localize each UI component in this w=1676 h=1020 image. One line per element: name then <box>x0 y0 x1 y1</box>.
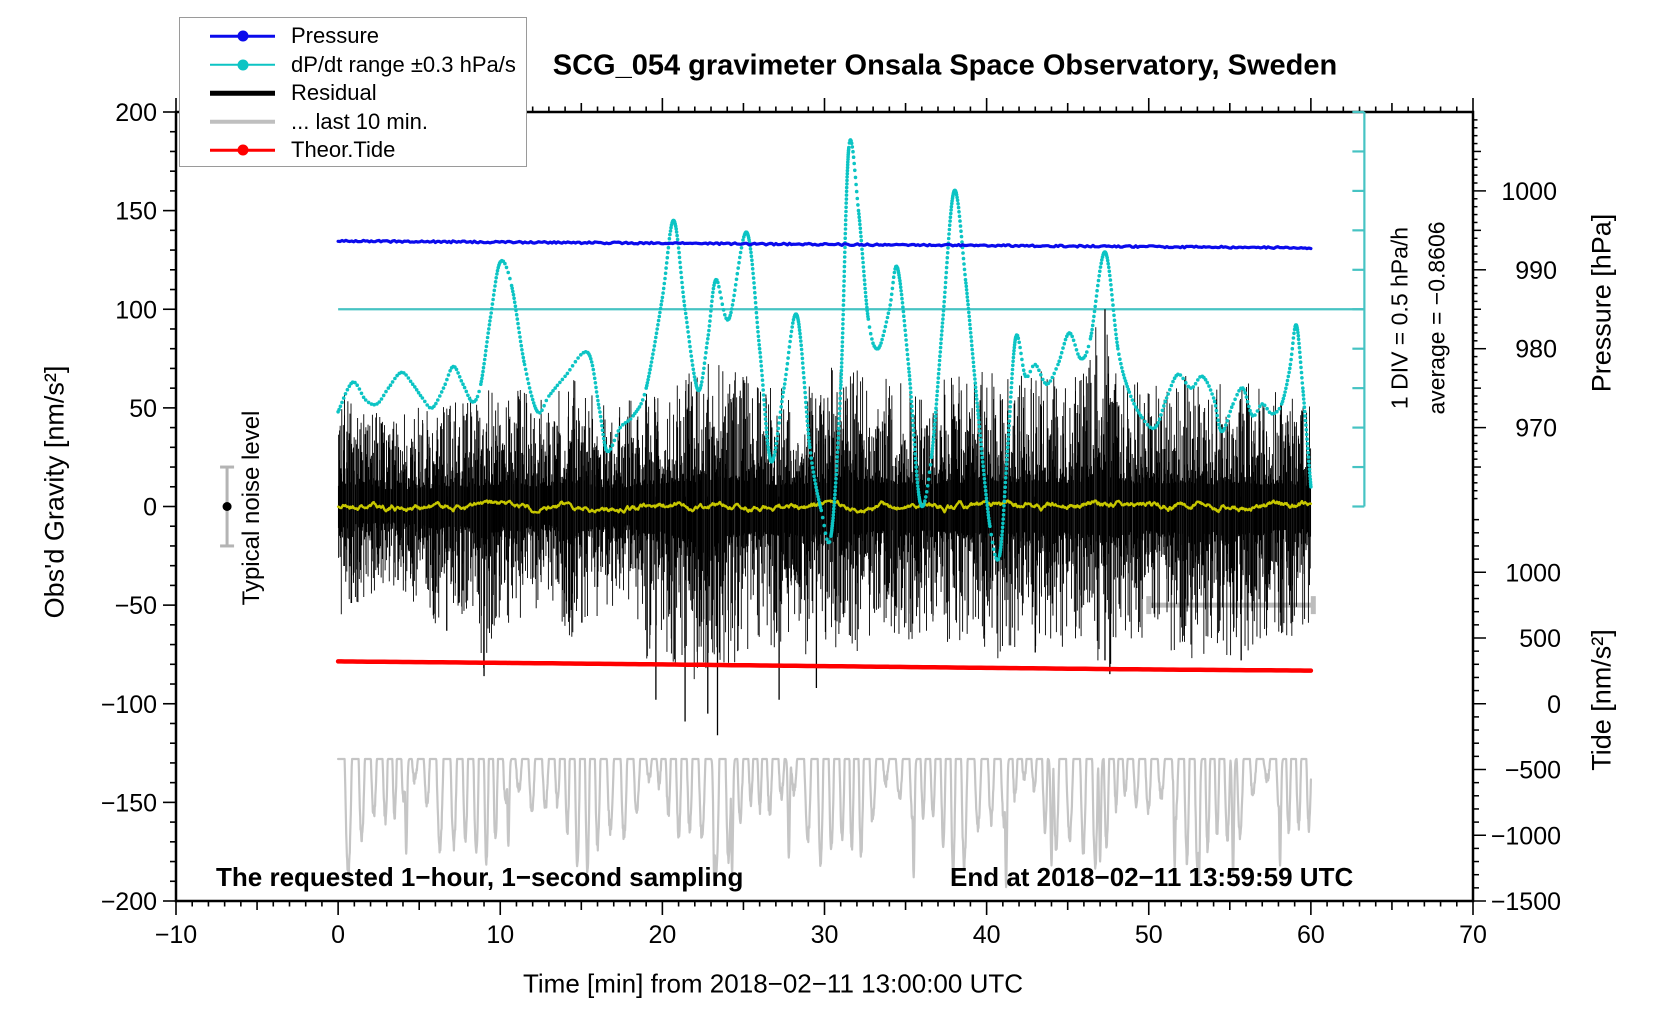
average-label: average = −0.8606 <box>1423 221 1450 415</box>
end-time-note: End at 2018−02−11 13:59:59 UTC <box>950 862 1354 892</box>
sampling-note: The requested 1−hour, 1−second sampling <box>216 862 744 892</box>
legend-item-residual: Residual <box>180 79 526 108</box>
noise-level-label: Typical noise level <box>238 410 265 606</box>
svg-text:−200: −200 <box>101 888 157 916</box>
page-title: SCG_054 gravimeter Onsala Space Observat… <box>552 49 1338 82</box>
svg-text:20: 20 <box>648 921 676 949</box>
y-axis-label-tide: Tide [nm/s²] <box>1586 629 1617 771</box>
svg-text:−50: −50 <box>115 592 157 620</box>
svg-text:−100: −100 <box>101 691 157 719</box>
last10-line-icon <box>210 115 275 129</box>
legend-box: Pressure dP/dt range ±0.3 hPa/s Residual… <box>179 17 527 167</box>
svg-text:40: 40 <box>973 921 1001 949</box>
series-theor-tide <box>335 659 1314 673</box>
svg-text:0: 0 <box>331 921 345 949</box>
reference-marks <box>338 110 1366 615</box>
svg-text:70: 70 <box>1459 921 1487 949</box>
tide-line-icon <box>210 143 275 157</box>
svg-text:−150: −150 <box>101 789 157 817</box>
svg-text:990: 990 <box>1515 257 1557 285</box>
noise-level-marker <box>220 465 235 548</box>
svg-text:60: 60 <box>1297 921 1325 949</box>
pressure-line-icon <box>210 29 275 43</box>
svg-text:−1500: −1500 <box>1491 888 1561 916</box>
svg-text:100: 100 <box>115 296 157 324</box>
svg-text:1000: 1000 <box>1501 178 1557 206</box>
legend-item-pressure: Pressure <box>180 22 526 51</box>
svg-text:970: 970 <box>1515 415 1557 443</box>
svg-text:−500: −500 <box>1505 757 1561 785</box>
y-axis-label-pressure: Pressure [hPa] <box>1586 213 1617 393</box>
svg-text:−10: −10 <box>155 921 197 949</box>
x-axis-label: Time [min] from 2018−02−11 13:00:00 UTC <box>522 968 1024 999</box>
y-axis-label-gravity: Obs'd Gravity [nm/s²] <box>39 365 70 619</box>
svg-text:980: 980 <box>1515 336 1557 364</box>
svg-text:500: 500 <box>1519 625 1561 653</box>
legend-item-dpdt: dP/dt range ±0.3 hPa/s <box>180 51 526 80</box>
legend-item-tide: Theor.Tide <box>180 136 526 165</box>
svg-text:0: 0 <box>143 494 157 522</box>
svg-text:50: 50 <box>1135 921 1163 949</box>
series-dpdt <box>336 138 1313 562</box>
residual-line-icon <box>210 86 275 100</box>
series-last10-expanded <box>337 757 1313 889</box>
svg-text:10: 10 <box>486 921 514 949</box>
svg-text:150: 150 <box>115 198 157 226</box>
dpdt-line-icon <box>210 58 275 72</box>
legend-item-last10: ... last 10 min. <box>180 108 526 137</box>
svg-text:30: 30 <box>811 921 839 949</box>
series-pressure <box>336 238 1313 251</box>
div-scale-label: 1 DIV = 0.5 hPa/h <box>1386 226 1413 410</box>
svg-text:0: 0 <box>1547 691 1561 719</box>
svg-text:1000: 1000 <box>1505 559 1561 587</box>
svg-text:200: 200 <box>115 99 157 127</box>
axes: −10 0 10 20 30 40 50 60 70−200−150−100−500501001… <box>101 98 1561 949</box>
svg-text:−1000: −1000 <box>1491 822 1561 850</box>
svg-text:50: 50 <box>129 395 157 423</box>
series-residual-smoothed <box>336 499 1313 514</box>
